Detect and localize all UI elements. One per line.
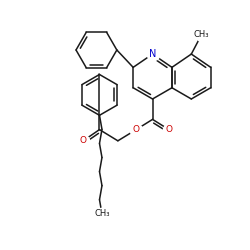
Text: O: O — [166, 125, 172, 134]
Text: CH₃: CH₃ — [194, 30, 209, 39]
Text: CH₃: CH₃ — [94, 209, 110, 218]
Text: O: O — [80, 136, 87, 145]
Text: O: O — [133, 125, 140, 134]
Text: N: N — [149, 49, 156, 59]
